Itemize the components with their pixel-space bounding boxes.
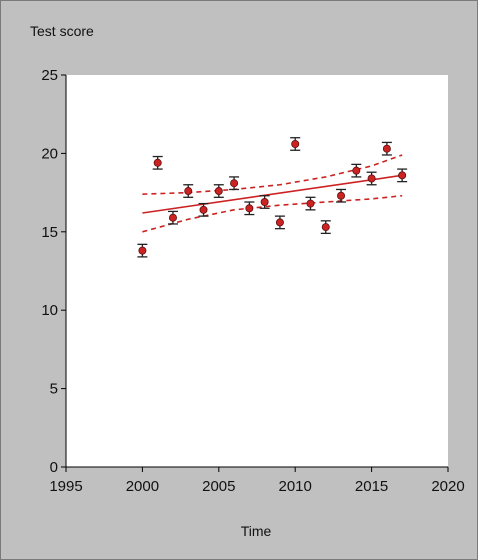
data-point <box>320 220 331 235</box>
data-point <box>290 137 301 151</box>
point-marker <box>352 166 361 175</box>
data-point <box>274 215 285 230</box>
point-marker <box>306 199 315 208</box>
point-marker <box>168 213 177 222</box>
point-marker <box>230 179 239 188</box>
x-tick-label: 2005 <box>202 478 235 495</box>
confidence-lower-line <box>142 194 403 233</box>
axes: 0 5 10 15 20 25 1995 2000 2005 2010 2015 2020 <box>41 67 464 495</box>
y-tick-label: 15 <box>41 224 58 241</box>
data-point <box>366 171 377 186</box>
y-tick-label: 25 <box>41 67 58 84</box>
plot-area <box>66 75 448 467</box>
data-point <box>259 195 270 209</box>
point-marker <box>184 187 193 196</box>
point-marker <box>321 223 330 232</box>
data-point <box>351 163 362 178</box>
x-tick-label: 2015 <box>355 478 388 495</box>
point-marker <box>199 205 208 214</box>
point-marker <box>245 204 254 213</box>
y-tick-label: 10 <box>41 302 58 319</box>
data-point <box>244 201 255 216</box>
data-point <box>213 184 224 198</box>
x-tick-label: 2010 <box>279 478 312 495</box>
point-marker <box>275 218 284 227</box>
point-marker <box>337 191 346 200</box>
trend-line-group <box>142 174 403 214</box>
data-point <box>381 141 392 156</box>
data-point <box>397 168 408 183</box>
point-marker <box>153 158 162 167</box>
y-tick-label: 5 <box>50 381 58 398</box>
y-tick-label: 0 <box>50 459 58 476</box>
x-tick-label: 1995 <box>49 478 82 495</box>
x-tick-label: 2000 <box>126 478 159 495</box>
data-point <box>167 210 178 225</box>
x-tick-label: 2020 <box>431 478 464 495</box>
point-marker <box>382 144 391 153</box>
data-point <box>336 188 347 203</box>
point-marker <box>260 198 269 207</box>
x-axis-label: Time <box>241 523 272 539</box>
data-point <box>183 184 194 198</box>
point-marker <box>138 246 147 255</box>
point-marker <box>367 174 376 183</box>
y-tick-label: 20 <box>41 145 58 162</box>
point-marker <box>398 171 407 180</box>
data-point <box>152 155 163 170</box>
point-marker <box>291 139 300 148</box>
data-point <box>198 202 209 217</box>
data-point <box>137 243 148 258</box>
trend-line <box>142 174 403 214</box>
data-points <box>137 137 408 258</box>
point-marker <box>214 187 223 196</box>
y-axis-label: Test score <box>30 23 94 39</box>
data-point <box>305 196 316 211</box>
data-point <box>229 176 240 191</box>
